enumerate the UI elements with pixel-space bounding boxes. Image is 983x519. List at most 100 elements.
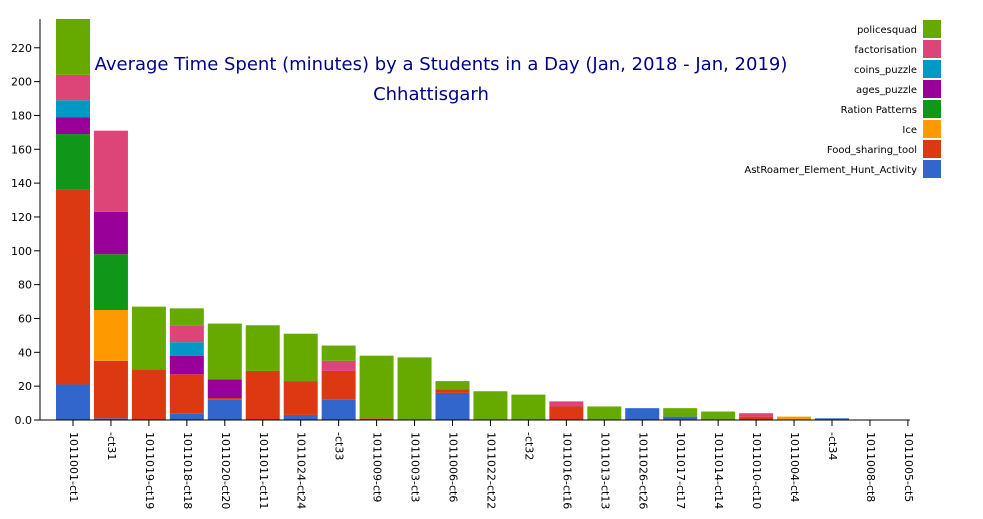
bar-segment-factorisation-7 xyxy=(321,360,356,371)
bar-segment-astroamer-element-hunt-activity-4 xyxy=(207,399,242,420)
bar-segment-astroamer-element-hunt-activity-6 xyxy=(283,414,318,420)
x-tick-label: 1011009-ct9 xyxy=(371,432,384,502)
bar-segment-ages-puzzle-3 xyxy=(169,355,204,375)
bar-segment-ice-1 xyxy=(93,310,128,361)
x-tick-label: 1011006-ct6 xyxy=(447,432,460,502)
x-tick-label: 1011026-ct26 xyxy=(636,432,649,509)
bar-segment-policesquad-17 xyxy=(701,411,736,420)
legend-item: policesquad xyxy=(857,20,941,38)
x-tick-label: 1011013-ct13 xyxy=(598,432,611,509)
bar-segment-astroamer-element-hunt-activity-15 xyxy=(625,408,660,420)
x-tick-label: 1011004-ct4 xyxy=(788,432,801,502)
x-tick-label: -ct34 xyxy=(826,432,839,460)
bar-segment-factorisation-13 xyxy=(549,401,584,407)
bar-segment-policesquad-5 xyxy=(245,325,280,371)
bar-segment-astroamer-element-hunt-activity-0 xyxy=(56,384,90,420)
x-tick-label: 1011005-ct5 xyxy=(902,432,915,502)
x-tick-label: 1011011-ct11 xyxy=(257,432,270,509)
bar-segment-policesquad-16 xyxy=(663,408,698,417)
bar-segment-policesquad-2 xyxy=(131,306,166,370)
bar-segment-policesquad-6 xyxy=(283,333,318,382)
legend-swatch xyxy=(923,60,941,78)
bar-segment-ration-patterns-0 xyxy=(56,134,90,190)
bar-segment-astroamer-element-hunt-activity-3 xyxy=(169,413,204,420)
bar-segment-food-sharing-tool-8 xyxy=(359,418,394,420)
y-tick-label: 120 xyxy=(11,211,32,224)
x-tick-label: -ct33 xyxy=(333,432,346,460)
bar-segment-food-sharing-tool-18 xyxy=(739,416,774,420)
x-tick-label: 1011016-ct16 xyxy=(560,432,573,509)
legend-item: Ice xyxy=(902,120,941,138)
bar-segment-factorisation-18 xyxy=(739,413,774,417)
bar-segment-food-sharing-tool-2 xyxy=(131,369,166,420)
legend-swatch xyxy=(923,40,941,58)
bar-segment-food-sharing-tool-7 xyxy=(321,370,356,400)
bar-segment-food-sharing-tool-4 xyxy=(207,398,242,400)
legend-label: Food_sharing_tool xyxy=(827,145,917,156)
bar-segment-policesquad-11 xyxy=(473,391,508,420)
y-axis: 0.0 20 40 60 80 100 120 140 160 180 200 220 xyxy=(11,19,41,427)
bar-segment-ice-19 xyxy=(777,416,812,420)
bar-segment-astroamer-element-hunt-activity-10 xyxy=(435,392,470,420)
x-tick-label: 1011001-ct1 xyxy=(67,432,80,502)
bar-segment-policesquad-14 xyxy=(587,406,622,420)
legend-swatch xyxy=(923,100,941,118)
bar-segment-food-sharing-tool-10 xyxy=(435,389,470,393)
bar-segment-factorisation-1 xyxy=(93,130,128,212)
y-tick-label: 200 xyxy=(11,76,32,89)
legend-label: Ice xyxy=(902,125,917,136)
legend-item: ages_puzzle xyxy=(856,80,941,98)
y-tick-label: 160 xyxy=(11,143,32,156)
y-tick-label: 100 xyxy=(11,245,32,258)
x-tick-label: 1011022-ct22 xyxy=(484,432,497,509)
legend-label: policesquad xyxy=(857,25,917,36)
legend-swatch xyxy=(923,80,941,98)
chart-subtitle: Chhattisgarh xyxy=(373,84,489,105)
bar-segment-factorisation-0 xyxy=(56,74,90,101)
legend-label: coins_puzzle xyxy=(854,65,917,76)
y-tick-label: 40 xyxy=(18,346,32,359)
x-tick-label: -ct31 xyxy=(105,432,118,460)
bar-segment-policesquad-10 xyxy=(435,381,470,390)
bar-segment-policesquad-3 xyxy=(169,308,204,326)
x-tick-label: 1011014-ct14 xyxy=(712,432,725,509)
x-tick-label: 1011008-ct8 xyxy=(864,432,877,502)
x-tick-label: 1011017-ct17 xyxy=(674,432,687,509)
bar-segment-ration-patterns-1 xyxy=(93,254,128,311)
y-tick-label: 180 xyxy=(11,109,32,122)
legend-item: AstRoamer_Element_Hunt_Activity xyxy=(744,160,941,178)
y-tick-label: 0.0 xyxy=(15,414,33,427)
bar-segment-policesquad-8 xyxy=(359,355,394,419)
legend-item: coins_puzzle xyxy=(854,60,941,78)
bar-segment-astroamer-element-hunt-activity-20 xyxy=(815,418,849,420)
legend-label: Ration Patterns xyxy=(841,105,917,116)
y-tick-label: 80 xyxy=(18,279,32,292)
bar-segment-food-sharing-tool-3 xyxy=(169,374,204,414)
legend-item: factorisation xyxy=(854,40,941,58)
y-tick-label: 220 xyxy=(11,42,32,55)
legend-label: ages_puzzle xyxy=(856,85,917,96)
legend-label: AstRoamer_Element_Hunt_Activity xyxy=(744,165,917,176)
bar-segment-policesquad-0 xyxy=(56,19,90,75)
bar-segment-coins-puzzle-3 xyxy=(169,342,204,356)
legend: policesquad factorisation coins_puzzleages… xyxy=(744,20,941,178)
bar-segment-policesquad-7 xyxy=(321,345,356,361)
bar-segment-policesquad-9 xyxy=(397,357,432,420)
bar-segment-astroamer-element-hunt-activity-7 xyxy=(321,399,356,420)
y-tick-label: 20 xyxy=(18,380,32,393)
x-tick-label: 1011018-ct18 xyxy=(181,432,194,509)
x-tick-label: 1011024-ct24 xyxy=(295,432,308,509)
y-tick-label: 140 xyxy=(11,177,32,190)
bar-segment-food-sharing-tool-6 xyxy=(283,381,318,415)
x-tick-label: 1011010-ct10 xyxy=(750,432,763,509)
x-axis: 1011001-ct1 -ct31 1011019-ct19 1011018-ct18… xyxy=(40,419,915,509)
legend-swatch xyxy=(923,140,941,158)
bar-segment-food-sharing-tool-0 xyxy=(56,189,90,385)
legend-swatch xyxy=(923,20,941,38)
x-tick-label: -ct32 xyxy=(522,432,535,460)
x-tick-label: 1011020-ct20 xyxy=(219,432,232,509)
bar-segment-coins-puzzle-0 xyxy=(56,100,90,118)
bar-segment-factorisation-3 xyxy=(169,325,204,343)
bar-segment-ages-puzzle-1 xyxy=(93,211,128,255)
